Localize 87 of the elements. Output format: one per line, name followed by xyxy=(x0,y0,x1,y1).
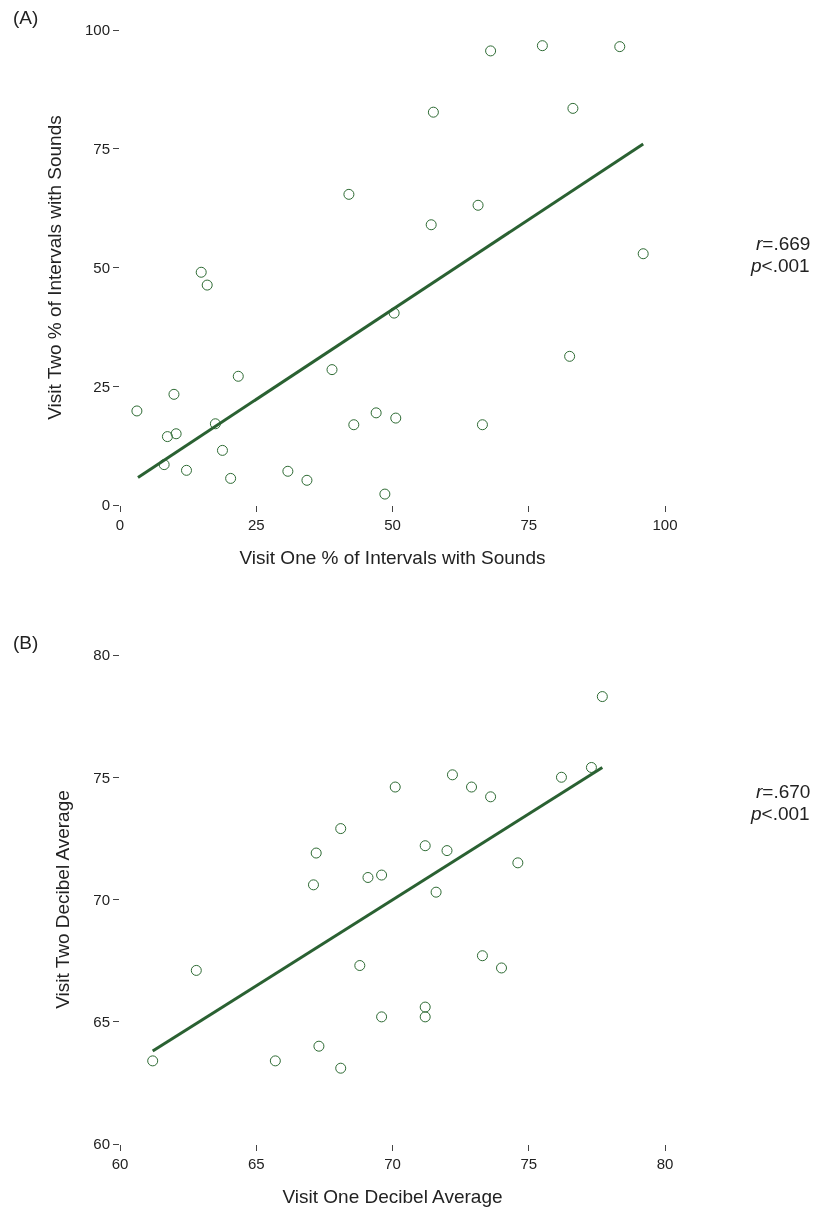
text: r=.669 xyxy=(756,233,811,254)
point xyxy=(195,266,207,278)
y-tick-label: 25 xyxy=(93,377,110,395)
x-tick-label: 60 xyxy=(111,1155,129,1172)
point xyxy=(232,370,244,382)
point xyxy=(389,781,401,793)
point xyxy=(512,857,524,869)
point xyxy=(637,248,649,260)
point xyxy=(335,1062,347,1074)
point xyxy=(390,412,402,424)
point xyxy=(441,845,453,857)
point xyxy=(466,781,478,793)
point xyxy=(614,41,626,53)
point xyxy=(170,428,182,440)
point xyxy=(158,459,170,471)
y-tick-label: 80 xyxy=(93,646,110,664)
x-axis-title: Visit One Decibel Average xyxy=(282,1185,503,1207)
text: p<.001 xyxy=(750,255,810,276)
point xyxy=(354,960,366,972)
point xyxy=(161,431,173,443)
point xyxy=(419,1011,431,1023)
point xyxy=(362,871,374,883)
point xyxy=(430,886,442,898)
point xyxy=(472,199,484,211)
point xyxy=(282,465,294,477)
y-tick-label: 50 xyxy=(93,258,110,276)
point xyxy=(485,45,497,57)
point xyxy=(190,964,202,976)
point xyxy=(425,219,437,231)
y-tick-label: 100 xyxy=(84,21,110,39)
point xyxy=(446,769,458,781)
point xyxy=(225,472,237,484)
point xyxy=(564,350,576,362)
point xyxy=(536,40,548,52)
point xyxy=(496,962,507,974)
point xyxy=(585,761,597,773)
x-axis-title: Visit One % of Intervals with Sounds xyxy=(239,546,546,568)
point xyxy=(427,106,439,118)
point xyxy=(201,279,213,291)
x-tick-label: 65 xyxy=(247,1155,265,1172)
x-tick-label: 70 xyxy=(384,1155,401,1172)
y-tick-label: 70 xyxy=(93,890,110,908)
point xyxy=(419,1001,431,1013)
point xyxy=(485,791,497,803)
y-tick-label: 0 xyxy=(101,496,110,514)
point xyxy=(301,474,313,486)
x-tick-label: 75 xyxy=(520,1155,538,1172)
y-tick-label: 65 xyxy=(93,1013,110,1030)
x-tick-label: 50 xyxy=(384,516,401,533)
x-tick-label: 75 xyxy=(520,516,538,533)
point xyxy=(326,364,338,376)
point xyxy=(313,1040,325,1052)
point xyxy=(376,1011,388,1023)
point xyxy=(376,869,388,881)
point xyxy=(180,464,192,476)
y-axis-title: Visit Two Decibel Average xyxy=(52,790,74,1009)
point xyxy=(343,188,355,200)
point xyxy=(348,419,360,431)
point xyxy=(419,840,431,852)
x-tick-label: 25 xyxy=(247,516,265,533)
text: r=.670 xyxy=(756,781,811,802)
point xyxy=(596,691,608,703)
point xyxy=(307,879,319,891)
x-tick-label: 100 xyxy=(652,516,678,533)
point xyxy=(335,823,347,835)
point xyxy=(567,102,579,114)
point xyxy=(555,771,567,783)
y-axis-title: Visit Two % of Intervals with Sounds xyxy=(43,115,65,420)
text: p<.001 xyxy=(750,803,810,824)
point xyxy=(209,418,221,430)
point xyxy=(310,847,322,859)
point xyxy=(216,444,228,456)
point xyxy=(147,1055,159,1067)
y-tick-label: 75 xyxy=(93,140,110,157)
x-tick-label: 80 xyxy=(656,1155,674,1172)
text: (A) xyxy=(13,7,39,28)
text: (B) xyxy=(13,632,39,653)
point xyxy=(476,950,488,962)
x-tick-label: 0 xyxy=(115,516,125,533)
y-tick-label: 75 xyxy=(93,768,110,786)
point xyxy=(379,488,391,500)
point xyxy=(131,405,143,417)
point xyxy=(476,419,488,431)
y-tick-label: 60 xyxy=(93,1135,110,1153)
point xyxy=(269,1055,281,1067)
point xyxy=(168,388,180,400)
point xyxy=(370,407,382,419)
